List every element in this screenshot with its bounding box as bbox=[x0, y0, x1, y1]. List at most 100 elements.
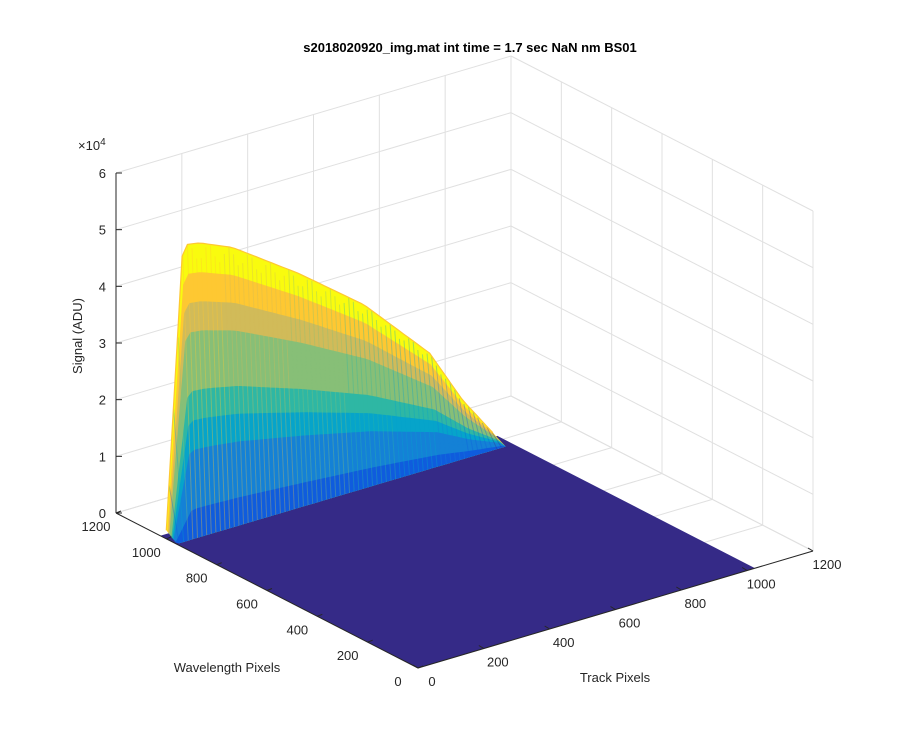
peak-ridge-line bbox=[408, 338, 420, 473]
peak-ridge-line bbox=[449, 382, 461, 461]
peak-ridge-line bbox=[431, 355, 443, 466]
peak-ridge-line bbox=[320, 296, 332, 499]
y-tick-mark bbox=[266, 588, 273, 591]
peak-ridge-line bbox=[260, 272, 272, 516]
x-tick-label: 600 bbox=[619, 616, 641, 631]
x-tick-label: 800 bbox=[684, 596, 706, 611]
peak-ridge-line bbox=[251, 257, 263, 519]
y-tick-label: 200 bbox=[337, 648, 359, 663]
side-wall-grid-line bbox=[510, 55, 814, 212]
peak-ridge-line bbox=[168, 484, 180, 544]
peak-ridge-line bbox=[265, 264, 277, 515]
peak-ridge-line bbox=[274, 272, 286, 512]
z-tick-label: 5 bbox=[99, 223, 106, 238]
peak-ridge-line bbox=[279, 280, 291, 511]
peak-ridge-line bbox=[458, 398, 470, 458]
y-tick-mark bbox=[216, 562, 222, 566]
x-tick-label: 400 bbox=[553, 635, 575, 650]
peak-ridge-line bbox=[269, 262, 281, 514]
side-wall-grid-line bbox=[510, 168, 814, 325]
peak-ridge-line bbox=[334, 296, 346, 495]
peak-ridge-line bbox=[306, 279, 318, 503]
peak-ridge-line bbox=[472, 411, 484, 454]
z-tick-label: 3 bbox=[99, 336, 106, 351]
y-tick-mark bbox=[317, 613, 323, 617]
back-wall-grid-line bbox=[115, 112, 512, 231]
peak-ridge-line bbox=[232, 254, 245, 525]
x-tick-label: 0 bbox=[428, 674, 435, 689]
y-tick-label: 600 bbox=[236, 597, 258, 612]
peak-ridge-line bbox=[214, 256, 226, 530]
x-tick-mark bbox=[676, 586, 682, 591]
peak-ridge-line bbox=[186, 245, 198, 538]
peak-ridge-line bbox=[371, 310, 383, 484]
peak-ridge-line bbox=[481, 422, 493, 451]
peak-ridge-line bbox=[421, 354, 433, 469]
y-tick-label: 1000 bbox=[132, 545, 161, 560]
peak-band bbox=[175, 445, 506, 544]
y-tick-label: 400 bbox=[286, 622, 308, 637]
peak-ridge-line bbox=[491, 431, 503, 448]
peak-ridge-line bbox=[173, 408, 185, 542]
x-tick-mark bbox=[807, 547, 814, 552]
peak-ridge-line bbox=[283, 275, 295, 510]
peak-ridge-line bbox=[385, 325, 397, 480]
y-axis-label: Wavelength Pixels bbox=[174, 660, 281, 675]
peak-ridge-line bbox=[329, 288, 341, 496]
side-wall-grid-line bbox=[510, 282, 814, 439]
x-tick-mark bbox=[478, 645, 485, 649]
z-tick-label: 0 bbox=[99, 506, 106, 521]
peak-ridge-line bbox=[440, 374, 452, 463]
side-wall-grid-line bbox=[510, 225, 814, 382]
z-axis-label: Signal (ADU) bbox=[70, 298, 85, 374]
y-tick-mark bbox=[367, 639, 373, 643]
x-tick-mark bbox=[544, 625, 550, 630]
peak-ridge-line bbox=[417, 350, 429, 470]
side-wall-grid-line bbox=[510, 395, 814, 552]
peak-ridge-line bbox=[338, 304, 351, 493]
chart-title: s2018020920_img.mat int time = 1.7 sec N… bbox=[303, 40, 637, 55]
peak-ridge-line bbox=[191, 247, 203, 537]
peak-ridge-line bbox=[200, 257, 212, 534]
peak-ridge-line bbox=[403, 340, 415, 474]
peak-ridge-line bbox=[219, 262, 231, 529]
y-tick-mark bbox=[417, 665, 424, 669]
peak-ridge-line bbox=[311, 280, 323, 501]
peak-ridge-line bbox=[426, 353, 438, 467]
z-tick-label: 6 bbox=[99, 166, 106, 181]
x-tick-mark bbox=[741, 567, 748, 571]
peak-ridge-line bbox=[242, 263, 254, 522]
x-tick-label: 200 bbox=[487, 655, 509, 670]
peak-ridge-line bbox=[477, 417, 489, 452]
x-tick-mark bbox=[610, 606, 616, 610]
side-wall-grid-line bbox=[510, 338, 814, 495]
z-exponent-base: ×10 bbox=[78, 138, 100, 153]
y-tick-label: 1200 bbox=[82, 519, 111, 534]
peak-ridge-line bbox=[380, 326, 392, 481]
peak-ridge-line bbox=[394, 330, 406, 477]
peak-ridge-line bbox=[302, 286, 314, 504]
peak-ridge-line bbox=[182, 255, 194, 540]
z-tick-label: 4 bbox=[99, 279, 106, 294]
axes: 0200400600800100012000200400600800100012… bbox=[82, 166, 842, 689]
peak-ridge-line bbox=[389, 324, 401, 478]
peak-ridge-line bbox=[237, 265, 249, 523]
peak-ridge-line bbox=[412, 341, 424, 471]
peak-ridge-line bbox=[348, 298, 360, 491]
peak-ridge-line bbox=[352, 301, 364, 489]
peak-ridge-line bbox=[398, 338, 410, 476]
peak-ridge-line bbox=[486, 426, 498, 450]
peak-ridge-line bbox=[325, 291, 337, 497]
peak-ridge-line bbox=[343, 302, 355, 492]
peak-ridge-line bbox=[228, 246, 240, 526]
z-tick-label: 1 bbox=[99, 449, 106, 464]
peak-ridge-line bbox=[357, 311, 369, 488]
x-tick-label: 1200 bbox=[813, 557, 842, 572]
peak-ridge-line bbox=[292, 275, 304, 507]
x-tick-label: 1000 bbox=[747, 577, 776, 592]
x-tick-mark bbox=[412, 664, 419, 669]
side-wall-grid-line bbox=[510, 112, 814, 269]
peak-ridge-line bbox=[315, 291, 327, 500]
